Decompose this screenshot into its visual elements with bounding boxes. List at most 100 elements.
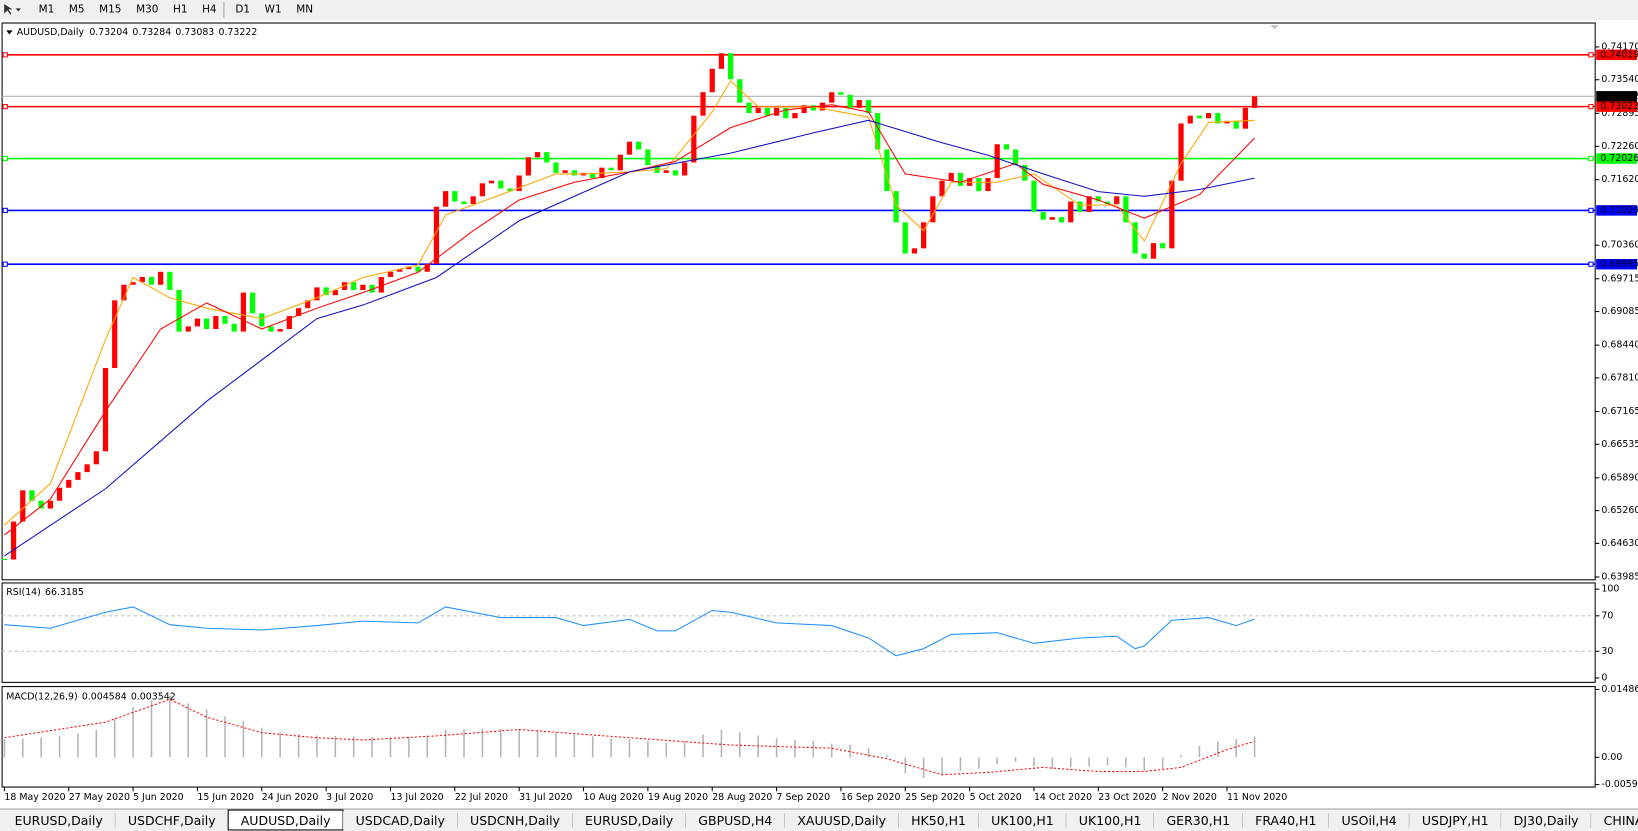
level-label: 0.71029	[1600, 205, 1638, 216]
candle	[856, 100, 862, 108]
tab[interactable]: AUDUSD,Daily	[241, 813, 331, 828]
tab[interactable]: USDCNH,Daily	[470, 813, 561, 828]
x-tick-label: 13 Jul 2020	[390, 792, 443, 803]
candle	[387, 271, 394, 277]
candle	[801, 105, 807, 114]
y-tick-label: 0.72260	[1601, 141, 1638, 152]
tab-bg[interactable]	[457, 811, 573, 830]
tab-bg[interactable]	[1242, 811, 1329, 830]
candle	[1086, 196, 1092, 212]
timeframe-button[interactable]: MN	[296, 3, 313, 15]
timeframe-button[interactable]: H4	[202, 3, 217, 15]
tab[interactable]: USDJPY,H1	[1422, 813, 1489, 828]
tab[interactable]: EURUSD,Daily	[585, 813, 674, 828]
candle	[1022, 165, 1028, 181]
tab[interactable]: XAUUSD,Daily	[797, 813, 886, 828]
candle	[56, 487, 63, 501]
level-handle	[1588, 104, 1594, 110]
candle	[1242, 107, 1249, 129]
candle	[1233, 120, 1239, 129]
candle	[268, 326, 274, 332]
tab-bg[interactable]	[572, 811, 686, 830]
tab-bg[interactable]	[1409, 811, 1502, 830]
candle	[525, 157, 531, 176]
timeframe-button[interactable]: M1	[39, 3, 55, 15]
tab-bg[interactable]	[115, 811, 229, 830]
level-handle	[2, 207, 8, 214]
y-tick-label: 100	[1601, 584, 1619, 595]
candle	[1104, 201, 1111, 205]
level-label: 0.73023	[1600, 101, 1638, 112]
tab-bg[interactable]	[685, 811, 785, 830]
candle	[47, 500, 53, 509]
candle	[378, 276, 384, 293]
timeframe-button[interactable]: H1	[173, 3, 187, 15]
candle	[1123, 196, 1129, 223]
tab[interactable]: UK100,H1	[991, 813, 1054, 828]
tab-bg[interactable]	[1591, 811, 1638, 830]
timeframe-button[interactable]: M5	[69, 3, 85, 15]
tab[interactable]: EURUSD,Daily	[15, 813, 104, 828]
candle	[1077, 201, 1083, 212]
tab-bg[interactable]	[784, 811, 899, 830]
candle	[194, 318, 201, 327]
tab[interactable]: USDCAD,Daily	[356, 813, 446, 828]
timeframe-button[interactable]: M15	[99, 3, 121, 15]
tab-bg[interactable]	[2, 811, 116, 830]
level-handle	[2, 155, 8, 162]
candle	[1215, 113, 1221, 124]
y-tick-label: 0.63985	[1601, 571, 1638, 582]
candle	[112, 300, 118, 369]
candle	[1031, 180, 1037, 212]
y-tick-label: 0.73540	[1601, 74, 1638, 85]
y-tick-label: 30	[1601, 646, 1613, 657]
timeframe-button[interactable]: W1	[265, 3, 282, 15]
level-label: 0.72026	[1600, 153, 1638, 164]
candle	[295, 308, 302, 316]
candle	[534, 152, 541, 158]
candle	[691, 115, 697, 163]
x-tick-label: 18 May 2020	[4, 792, 65, 803]
candle	[553, 162, 559, 173]
tab[interactable]: DJ30,Daily	[1514, 813, 1580, 828]
tab[interactable]: USDCHF,Daily	[128, 813, 216, 828]
tab-bg[interactable]	[1066, 811, 1154, 830]
tab[interactable]: CHINA300,H1	[1604, 813, 1638, 828]
tab-bg[interactable]	[898, 811, 979, 830]
x-tick-label: 11 Nov 2020	[1227, 792, 1287, 803]
tab-bg[interactable]	[1153, 811, 1243, 830]
cursor-icon[interactable]	[4, 4, 13, 15]
tab-bg[interactable]	[1501, 811, 1592, 830]
level-handle	[2, 261, 8, 267]
timeframe-button[interactable]: D1	[235, 3, 250, 15]
tab[interactable]: USOil,H4	[1342, 813, 1397, 828]
candle	[1169, 180, 1175, 249]
quote-value: 0.73284	[132, 27, 171, 38]
tab[interactable]: GBPUSD,H4	[698, 813, 772, 828]
dropdown-arrow[interactable]	[15, 8, 21, 12]
candle	[985, 178, 991, 192]
level-handle	[1588, 155, 1594, 162]
tab-bg[interactable]	[1328, 811, 1410, 830]
title-arrow[interactable]	[6, 30, 13, 35]
tab[interactable]: GER30,H1	[1166, 813, 1230, 828]
tab-bg[interactable]	[978, 811, 1067, 830]
candle	[406, 266, 412, 270]
timeframe-button[interactable]: M30	[136, 3, 158, 15]
candle	[507, 188, 513, 192]
macd-signal	[4, 698, 1255, 776]
candle	[746, 102, 752, 114]
candle	[158, 271, 164, 285]
candle	[1178, 123, 1184, 181]
tab[interactable]: UK100,H1	[1079, 813, 1142, 828]
candle	[682, 162, 688, 176]
tab[interactable]: FRA40,H1	[1255, 813, 1316, 828]
rsi-line	[4, 606, 1255, 657]
tab-bg[interactable]	[343, 811, 458, 830]
candle	[755, 107, 761, 114]
candle	[921, 222, 927, 249]
tab[interactable]: HK50,H1	[911, 813, 966, 828]
candle	[240, 292, 247, 332]
candle	[645, 149, 651, 166]
price-label: 0.73222	[1600, 91, 1638, 102]
